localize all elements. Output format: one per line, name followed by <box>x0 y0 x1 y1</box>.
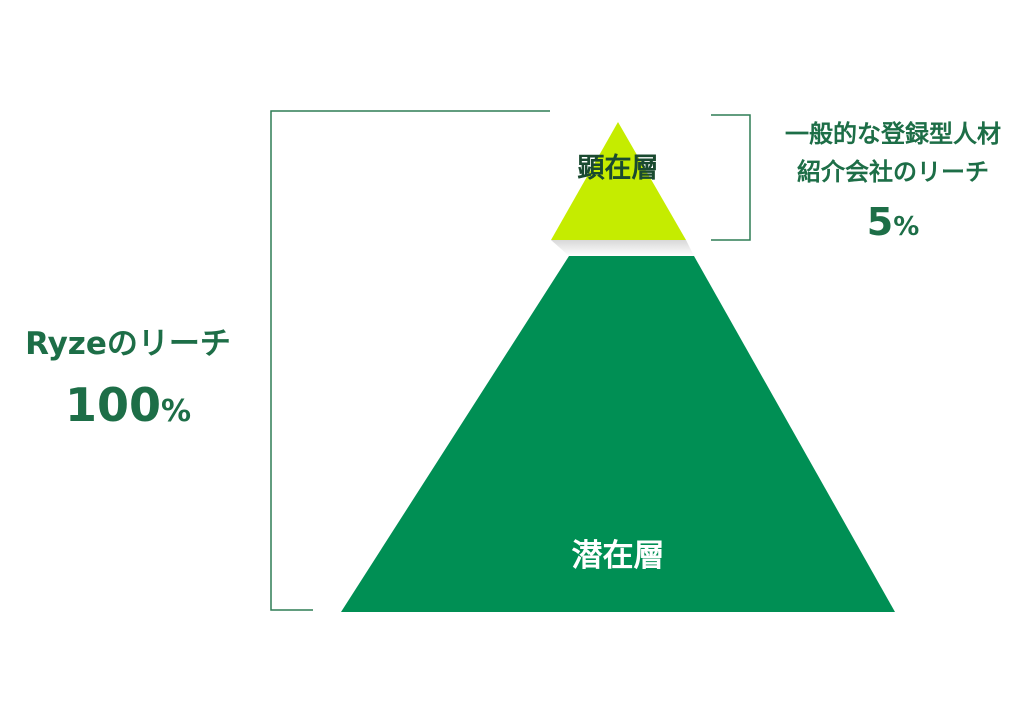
right-percent-value: 5 <box>866 200 894 244</box>
right-bracket <box>711 114 751 241</box>
top-layer-label: 顕在層 <box>577 153 659 184</box>
left-percent-value: 100 <box>64 378 161 432</box>
right-annotation-line1: 一般的な登録型人材 <box>785 120 1001 148</box>
bottom-layer-trapezoid <box>341 256 895 612</box>
bottom-layer-label: 潜在層 <box>571 538 665 574</box>
left-percent-unit: % <box>160 394 192 429</box>
top-layer-triangle <box>551 122 686 240</box>
left-bracket <box>270 110 550 611</box>
right-percent-unit: % <box>893 212 920 242</box>
right-annotation-line2: 紹介会社のリーチ <box>797 158 989 186</box>
layer-shadow <box>551 240 694 256</box>
left-annotation-percent: 100% <box>0 378 256 432</box>
left-annotation-title: Ryzeのリーチ <box>25 326 231 362</box>
right-annotation-percent: 5% <box>762 200 1024 244</box>
